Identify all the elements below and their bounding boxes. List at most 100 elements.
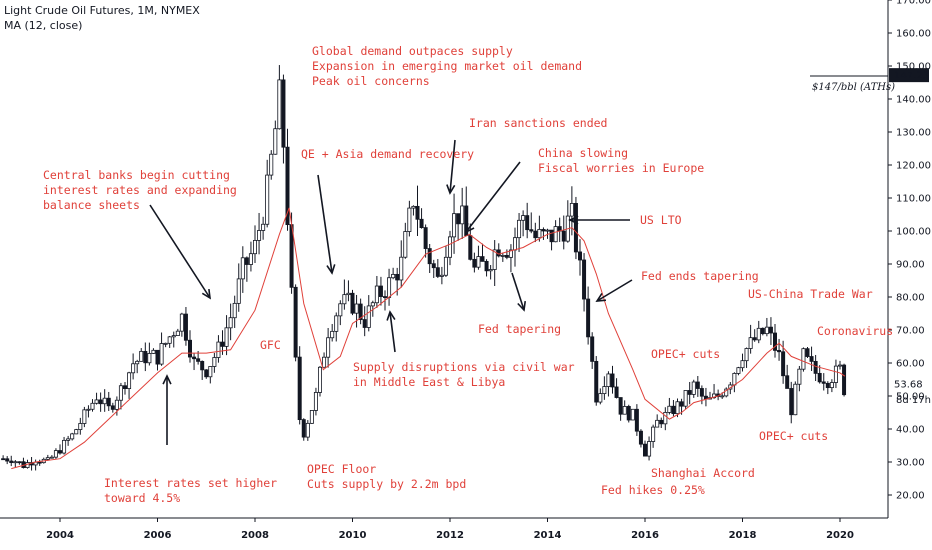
candle xyxy=(573,196,578,260)
annotation-opec-cuts-2: OPEC+ cuts xyxy=(759,429,829,443)
candle xyxy=(354,294,359,328)
y-tick-label: 70.00 xyxy=(896,326,925,337)
candle xyxy=(135,359,140,374)
candle xyxy=(322,352,327,368)
x-tick-label: 2012 xyxy=(436,530,464,541)
candle xyxy=(123,381,128,395)
candle xyxy=(736,366,741,376)
candle xyxy=(569,186,574,236)
candle xyxy=(5,456,10,465)
candle xyxy=(301,418,306,441)
candle xyxy=(9,455,14,467)
candle xyxy=(273,120,278,155)
candle xyxy=(578,239,583,276)
candle xyxy=(582,253,587,312)
candle xyxy=(98,392,103,412)
candle xyxy=(163,342,168,348)
annotation-demand: Global demand outpaces supply Expansion … xyxy=(312,44,583,88)
candle xyxy=(655,414,660,428)
candle xyxy=(610,365,615,394)
candle xyxy=(378,276,383,306)
candle xyxy=(370,300,375,317)
candle xyxy=(261,216,266,240)
candle xyxy=(248,241,253,272)
candle xyxy=(801,347,806,372)
candle xyxy=(667,397,672,415)
candle xyxy=(647,436,652,461)
candle xyxy=(833,359,838,389)
candle xyxy=(285,128,290,231)
candle xyxy=(606,371,611,397)
candle xyxy=(740,353,745,372)
candle xyxy=(257,212,262,255)
candle xyxy=(131,353,136,380)
candle xyxy=(565,200,570,243)
candle xyxy=(415,185,420,236)
svg-text:53.68: 53.68 xyxy=(894,379,923,390)
annotation-coronavirus: Coronavirus xyxy=(817,324,894,338)
candle xyxy=(151,348,156,354)
candle xyxy=(330,323,335,342)
y-tick-label: 140.00 xyxy=(896,95,931,106)
candle xyxy=(447,230,452,266)
x-tick-label: 2016 xyxy=(631,530,659,541)
candle xyxy=(773,324,778,358)
candle xyxy=(492,240,497,287)
candle xyxy=(411,205,416,216)
candle xyxy=(326,327,331,368)
candle xyxy=(309,410,314,424)
candle xyxy=(789,381,794,424)
candle xyxy=(265,159,270,228)
candle xyxy=(106,391,111,411)
candle xyxy=(517,213,522,253)
candle xyxy=(777,338,782,361)
annotation-fed-tapering: Fed tapering xyxy=(478,322,562,336)
candle xyxy=(17,461,22,465)
candle xyxy=(187,330,192,363)
candle xyxy=(691,379,696,398)
candle xyxy=(147,342,152,366)
candle xyxy=(399,240,404,288)
candle xyxy=(216,335,221,363)
candle xyxy=(66,435,71,446)
candle xyxy=(764,317,769,337)
annotation-arrow xyxy=(162,374,172,445)
candle xyxy=(143,342,148,372)
annotation-arrow xyxy=(386,310,396,353)
x-tick-label: 2010 xyxy=(339,530,367,541)
y-tick-label: 110.00 xyxy=(896,194,931,205)
candle xyxy=(427,244,432,274)
annotation-shanghai: Shanghai Accord xyxy=(651,466,755,480)
y-tick-label: 120.00 xyxy=(896,161,931,172)
candle xyxy=(224,315,229,356)
candle xyxy=(797,365,802,392)
candle xyxy=(277,65,282,130)
countdown-label: 8d 17h xyxy=(896,395,931,406)
candle xyxy=(244,256,249,282)
candle xyxy=(760,327,765,336)
annotation-opec-floor: OPEC Floor Cuts supply by 2.2m bpd xyxy=(307,462,467,491)
candle xyxy=(712,384,717,399)
candle xyxy=(504,249,509,260)
candle xyxy=(155,349,160,371)
candle xyxy=(252,225,257,263)
annotation-china: China slowing Fiscal worries in Europe xyxy=(538,146,705,175)
candle xyxy=(33,459,38,471)
candle xyxy=(232,295,237,328)
candle xyxy=(557,217,562,242)
candle xyxy=(407,200,412,237)
candle xyxy=(541,227,546,240)
candle xyxy=(334,312,339,342)
candle xyxy=(756,320,761,344)
candle xyxy=(521,210,526,237)
annotation-arrow xyxy=(595,279,633,302)
candle xyxy=(675,398,680,418)
candle xyxy=(508,244,513,273)
candle xyxy=(362,306,367,337)
candle xyxy=(805,346,810,358)
candles-layer xyxy=(1,65,847,471)
annotation-opec-cuts-1: OPEC+ cuts xyxy=(651,347,721,361)
